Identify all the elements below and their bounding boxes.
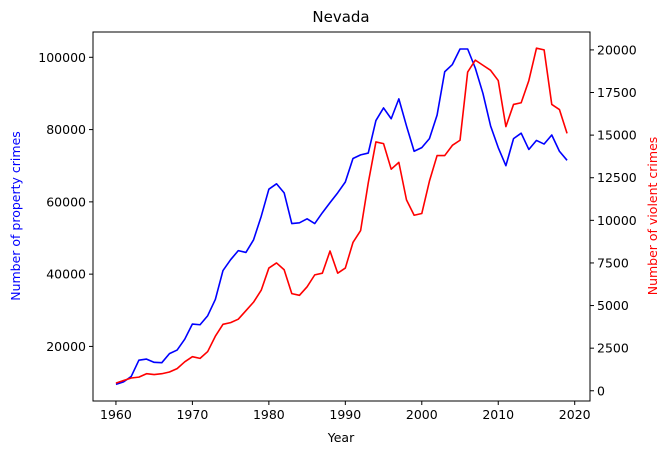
right-y-tick-label: 5000: [597, 298, 629, 313]
x-axis-ticks: 1960 1970 1980 1990 2000 2010 2020: [100, 401, 591, 422]
left-y-tick-label: 20000: [46, 339, 86, 354]
x-tick-label: 2020: [559, 407, 591, 422]
right-y-tick-label: 0: [597, 383, 605, 398]
right-y-tick-label: 7500: [597, 255, 629, 270]
right-y-tick-label: 12500: [597, 170, 637, 185]
right-y-tick-label: 17500: [597, 85, 637, 100]
right-y-axis-title: Number of violent crimes: [645, 137, 660, 296]
left-y-axis-title: Number of property crimes: [8, 131, 23, 301]
left-y-axis-ticks: 20000 40000 60000 80000 100000: [38, 50, 93, 354]
left-y-tick-label: 100000: [38, 50, 86, 65]
x-tick-label: 2010: [482, 407, 514, 422]
right-y-tick-label: 2500: [597, 341, 629, 356]
plot-frame: [92, 31, 591, 402]
x-tick-label: 2000: [406, 407, 438, 422]
right-y-tick-label: 20000: [597, 42, 637, 57]
right-y-tick-label: 10000: [597, 213, 637, 228]
left-y-tick-label: 40000: [46, 267, 86, 282]
series-lines: [115, 47, 568, 386]
series-line-property-crimes: [115, 48, 568, 386]
left-y-tick-label: 80000: [46, 122, 86, 137]
x-axis-title: Year: [327, 430, 355, 445]
right-y-tick-label: 15000: [597, 128, 637, 143]
x-tick-label: 1990: [329, 407, 361, 422]
chart-title: Nevada: [312, 8, 369, 26]
x-tick-label: 1970: [176, 407, 208, 422]
left-y-tick-label: 60000: [46, 194, 86, 209]
x-tick-label: 1960: [100, 407, 132, 422]
right-y-axis-ticks: 0 2500 5000 7500 10000 12500 15000 17500 20000: [590, 42, 637, 398]
series-line-violent-crimes: [115, 47, 568, 384]
x-tick-label: 1980: [253, 407, 285, 422]
